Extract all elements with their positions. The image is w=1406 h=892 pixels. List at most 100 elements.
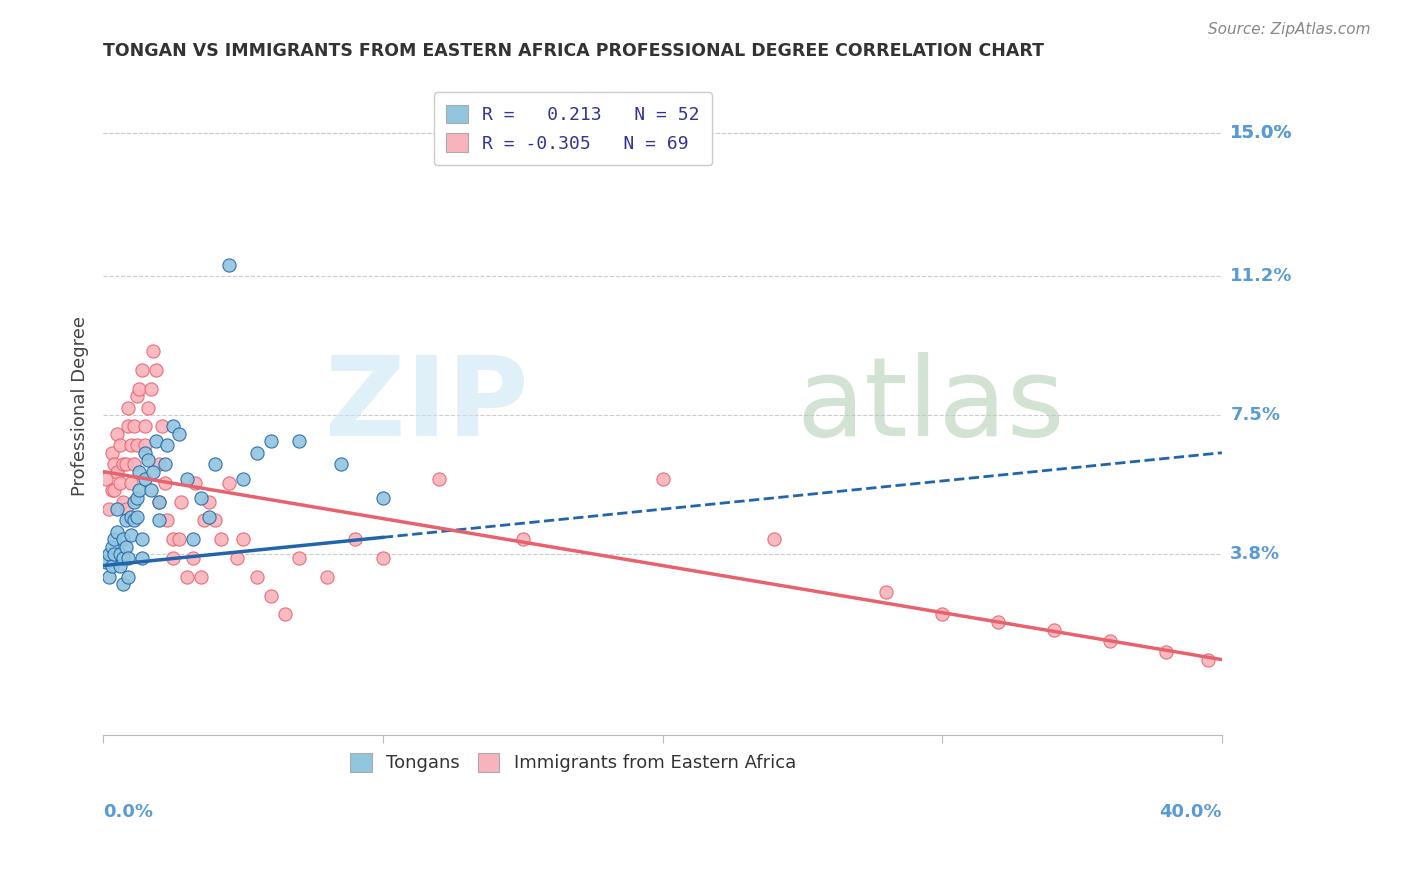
Point	[122, 419, 145, 434]
Point	[128, 465, 150, 479]
Point	[125, 509, 148, 524]
Point	[145, 434, 167, 449]
Point	[97, 570, 120, 584]
Point	[134, 446, 156, 460]
Point	[103, 547, 125, 561]
Point	[111, 577, 134, 591]
Point	[120, 438, 142, 452]
Point	[145, 363, 167, 377]
Point	[108, 475, 131, 490]
Point	[1098, 633, 1121, 648]
Point	[260, 434, 283, 449]
Point	[120, 528, 142, 542]
Point	[274, 607, 297, 622]
Point	[150, 419, 173, 434]
Point	[987, 615, 1010, 629]
Text: ZIP: ZIP	[325, 352, 529, 459]
Point	[105, 502, 128, 516]
Point	[198, 509, 221, 524]
Point	[148, 494, 170, 508]
Point	[176, 570, 198, 584]
Legend: Tongans, Immigrants from Eastern Africa: Tongans, Immigrants from Eastern Africa	[337, 740, 808, 785]
Point	[125, 438, 148, 452]
Point	[288, 434, 311, 449]
Point	[288, 551, 311, 566]
Point	[111, 551, 134, 566]
Point	[114, 540, 136, 554]
Point	[117, 551, 139, 566]
Text: 15.0%: 15.0%	[1230, 124, 1292, 142]
Point	[167, 426, 190, 441]
Point	[117, 419, 139, 434]
Point	[148, 457, 170, 471]
Point	[117, 401, 139, 415]
Point	[148, 513, 170, 527]
Point	[94, 472, 117, 486]
Point	[103, 533, 125, 547]
Point	[105, 524, 128, 539]
Point	[153, 475, 176, 490]
Point	[218, 258, 240, 272]
Point	[875, 585, 897, 599]
Point	[156, 438, 179, 452]
Point	[100, 558, 122, 573]
Point	[139, 382, 162, 396]
Point	[343, 533, 366, 547]
Point	[134, 472, 156, 486]
Text: atlas: atlas	[797, 352, 1066, 459]
Point	[209, 533, 232, 547]
Text: 7.5%: 7.5%	[1230, 406, 1281, 424]
Point	[114, 502, 136, 516]
Point	[111, 494, 134, 508]
Point	[117, 570, 139, 584]
Point	[111, 457, 134, 471]
Point	[114, 457, 136, 471]
Y-axis label: Professional Degree: Professional Degree	[72, 316, 89, 496]
Text: 3.8%: 3.8%	[1230, 545, 1281, 563]
Text: 11.2%: 11.2%	[1230, 267, 1292, 285]
Point	[105, 426, 128, 441]
Point	[122, 513, 145, 527]
Point	[120, 509, 142, 524]
Point	[125, 491, 148, 505]
Point	[122, 494, 145, 508]
Point	[198, 494, 221, 508]
Point	[260, 589, 283, 603]
Point	[103, 457, 125, 471]
Point	[1154, 645, 1177, 659]
Point	[371, 491, 394, 505]
Point	[190, 570, 212, 584]
Point	[226, 551, 249, 566]
Point	[315, 570, 337, 584]
Point	[162, 419, 184, 434]
Point	[176, 472, 198, 486]
Point	[100, 483, 122, 498]
Point	[218, 475, 240, 490]
Point	[1197, 652, 1219, 666]
Point	[204, 513, 226, 527]
Point	[108, 547, 131, 561]
Point	[512, 533, 534, 547]
Point	[651, 472, 673, 486]
Point	[120, 475, 142, 490]
Point	[142, 465, 165, 479]
Point	[246, 570, 269, 584]
Point	[136, 401, 159, 415]
Point	[162, 551, 184, 566]
Text: 40.0%: 40.0%	[1160, 803, 1222, 821]
Point	[114, 513, 136, 527]
Point	[329, 457, 352, 471]
Point	[931, 607, 953, 622]
Point	[108, 558, 131, 573]
Point	[153, 457, 176, 471]
Point	[139, 483, 162, 498]
Point	[763, 533, 786, 547]
Point	[156, 513, 179, 527]
Point	[246, 446, 269, 460]
Point	[111, 533, 134, 547]
Point	[134, 438, 156, 452]
Point	[108, 438, 131, 452]
Point	[167, 533, 190, 547]
Point	[128, 483, 150, 498]
Point	[97, 502, 120, 516]
